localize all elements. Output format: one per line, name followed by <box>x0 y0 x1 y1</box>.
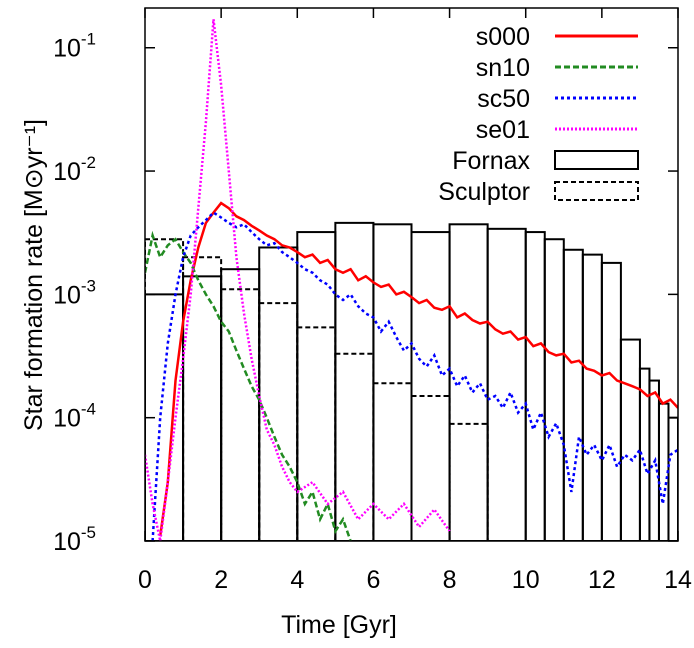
series-line <box>158 201 678 537</box>
x-tick-label: 4 <box>290 566 304 594</box>
histogram-bar <box>258 246 299 541</box>
series-line <box>145 19 451 541</box>
x-axis-label: Time [Gyr] <box>281 611 397 639</box>
y-tick-base: 10 <box>53 158 81 186</box>
histogram-bar <box>600 261 622 541</box>
legend-swatch <box>554 150 639 170</box>
histogram-bar <box>619 338 641 541</box>
histogram-bar <box>543 238 565 541</box>
plot-area <box>145 19 678 541</box>
x-tick-label: 14 <box>664 566 692 594</box>
histogram-bar <box>220 268 261 541</box>
histogram-bar <box>182 275 223 541</box>
x-tick-label: 8 <box>443 566 457 594</box>
y-tick-label: 10-2 <box>53 153 96 186</box>
legend-label: se01 <box>476 116 530 144</box>
legend-label: sc50 <box>477 85 530 113</box>
legend-label: Fornax <box>452 147 530 175</box>
series-line <box>151 211 678 541</box>
y-tick-exponent: -1 <box>81 30 96 49</box>
legend-label: sn10 <box>476 54 530 82</box>
histogram-bar <box>334 352 375 541</box>
histogram-bar <box>448 422 489 541</box>
y-tick-label: 10-5 <box>53 523 96 556</box>
y-tick-exponent: -3 <box>81 276 96 295</box>
y-axis-label: Star formation rate [M⊙yr⁻¹] <box>20 119 48 431</box>
histogram-bar <box>581 253 603 541</box>
y-tick-base: 10 <box>53 281 81 309</box>
x-tick-label: 2 <box>214 566 228 594</box>
histogram-bar <box>486 227 527 541</box>
histogram-bar <box>145 238 185 541</box>
y-tick-base: 10 <box>53 528 81 556</box>
y-tick-exponent: -4 <box>81 400 96 419</box>
histogram-bar <box>258 302 299 541</box>
y-tick-label: 10-4 <box>53 400 96 433</box>
x-tick-label: 6 <box>366 566 380 594</box>
series-line <box>145 230 352 541</box>
histogram-bar <box>372 382 413 541</box>
y-tick-exponent: -5 <box>81 523 96 542</box>
legend-swatch <box>554 181 639 201</box>
histogram-bar <box>410 394 451 541</box>
y-tick-label: 10-1 <box>53 30 96 63</box>
plot-frame <box>144 7 679 542</box>
legend-label: Sculptor <box>438 178 530 206</box>
x-tick-label: 10 <box>512 566 540 594</box>
legend-label: s000 <box>476 23 530 51</box>
histogram-bar <box>667 416 678 541</box>
x-tick-label: 12 <box>588 566 616 594</box>
x-tick-label: 0 <box>138 566 152 594</box>
y-tick-base: 10 <box>53 405 81 433</box>
y-tick-base: 10 <box>53 35 81 63</box>
y-tick-exponent: -2 <box>81 153 96 172</box>
histogram-bar <box>562 248 584 541</box>
histogram-bar <box>524 231 546 541</box>
histogram-bar <box>182 256 223 541</box>
y-tick-label: 10-3 <box>53 276 96 309</box>
histogram-bar <box>296 231 337 541</box>
histogram-bar <box>410 231 451 541</box>
histogram-bar <box>220 288 261 541</box>
